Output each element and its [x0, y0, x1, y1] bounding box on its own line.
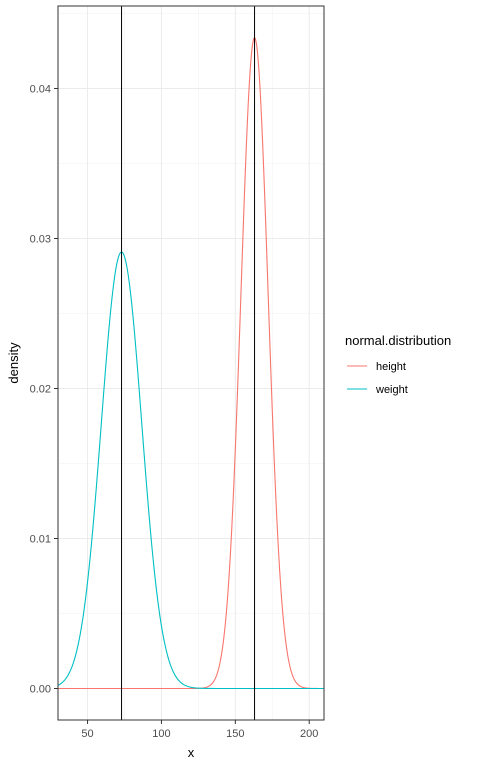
series-line-height — [58, 36, 324, 690]
plot-panel-background — [58, 6, 324, 720]
plot-panel-border — [57, 5, 325, 721]
legend-entries: height weight — [347, 361, 408, 396]
legend-label-height: height — [376, 361, 406, 373]
series-line-weight — [57, 251, 324, 690]
y-tick-label: 0.04 — [30, 84, 51, 96]
x-tick-label: 150 — [226, 728, 244, 740]
y-tick-label: 0.01 — [30, 534, 51, 546]
x-tick-label: 50 — [81, 728, 93, 740]
y-tick-label: 0.02 — [30, 384, 51, 396]
vline-layer — [121, 6, 256, 720]
grid-minor — [58, 6, 324, 720]
x-axis: 50 100 150 200 — [81, 720, 318, 740]
y-axis: 0.00 0.01 0.02 0.03 0.04 — [30, 84, 58, 696]
y-tick-label: 0.00 — [30, 684, 51, 696]
legend-label-weight: weight — [375, 384, 408, 396]
series-layer — [57, 36, 324, 690]
y-axis-title: density — [6, 342, 21, 384]
y-tick-label: 0.03 — [30, 234, 51, 246]
x-axis-title: x — [188, 745, 195, 760]
legend: normal.distribution height weight — [345, 333, 451, 396]
legend-title: normal.distribution — [345, 333, 451, 348]
x-tick-label: 200 — [300, 728, 318, 740]
x-tick-label: 100 — [152, 728, 170, 740]
